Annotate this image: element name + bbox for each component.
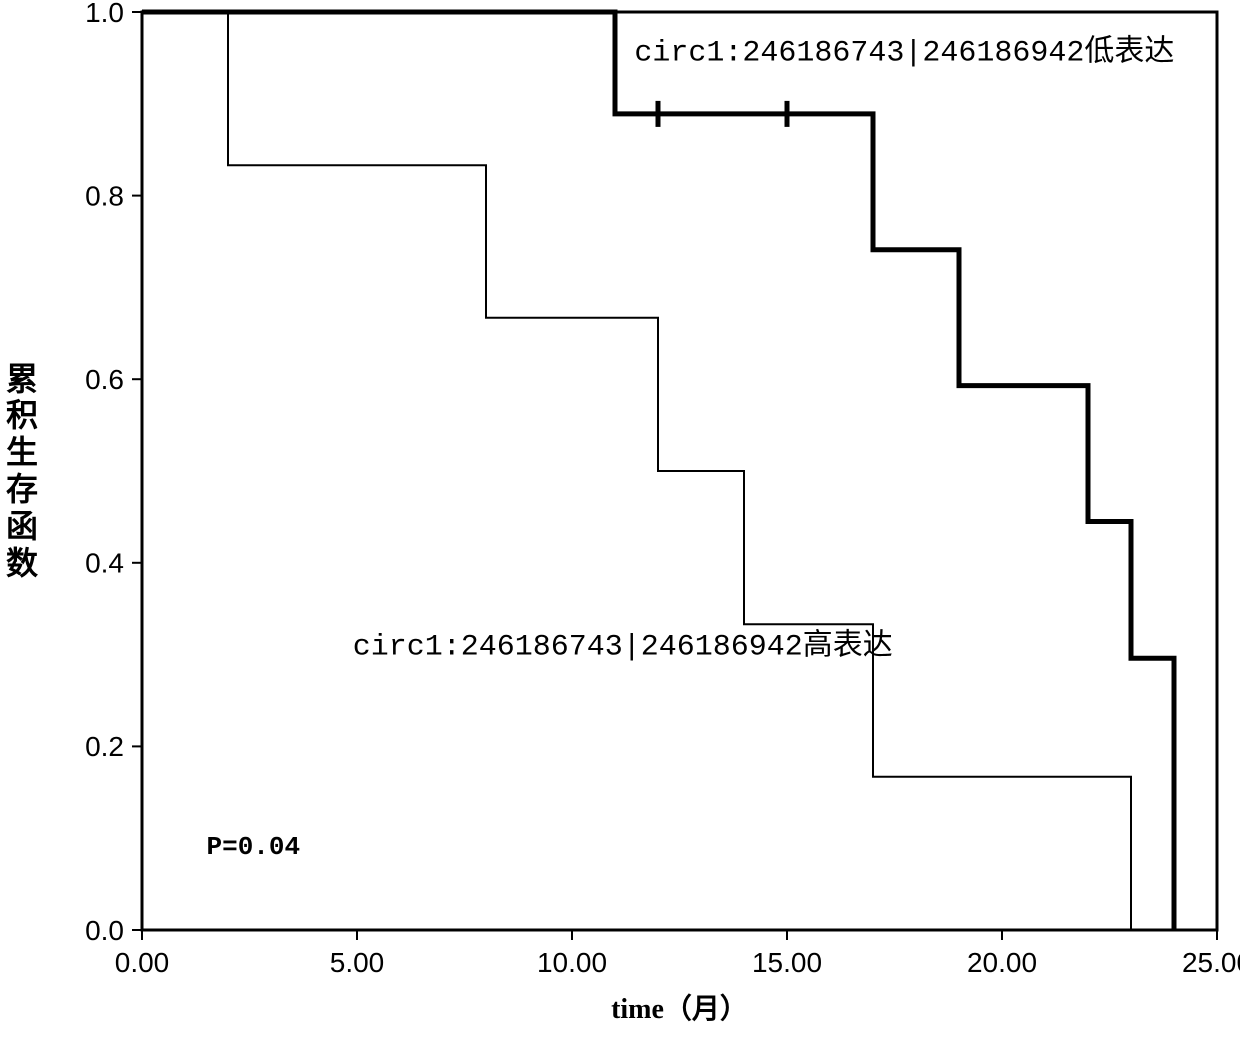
annotation-low_label: circ1:246186743|246186942低表达 [634,35,1174,71]
x-tick-label: 10.00 [537,947,607,978]
survival-chart: 0.00 5.00 10.00 15.00 20.00 25.00 0.0 0.2 0.4 0.6… [0,0,1240,1060]
x-tick-label: 25.00 [1182,947,1240,978]
y-tick-label: 0.6 [85,364,124,395]
y-tick-label: 0.0 [85,915,124,946]
y-tick-label: 0.4 [85,548,124,579]
annotation-p_value: P=0.04 [207,832,301,862]
series-high-expression [142,12,1131,930]
x-tick-label: 20.00 [967,947,1037,978]
y-tick-label: 1.0 [85,0,124,28]
x-axis-title: time（月） [611,992,748,1025]
x-tick-label: 15.00 [752,947,822,978]
y-tick-label: 0.8 [85,180,124,211]
chart-container: 累积生存函数 0.005.0010.0015.0020.0025.000.00.… [0,0,1240,1060]
annotation-high_label: circ1:246186743|246186942高表达 [353,629,893,665]
x-tick-label: 5.00 [330,947,385,978]
y-axis-title: 累积生存函数 [6,361,38,582]
y-tick-label: 0.2 [85,731,124,762]
x-tick-label: 0.00 [115,947,170,978]
